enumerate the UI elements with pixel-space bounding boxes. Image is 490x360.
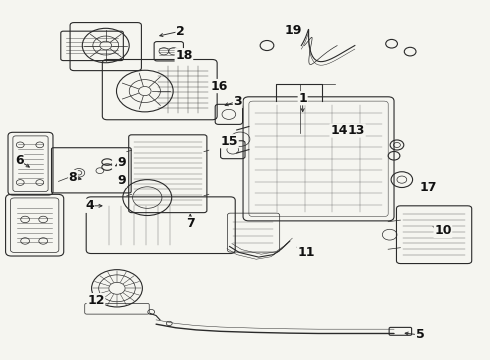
- Text: 19: 19: [284, 24, 301, 37]
- Text: 3: 3: [233, 95, 242, 108]
- Text: 12: 12: [87, 294, 105, 307]
- Text: 11: 11: [297, 246, 315, 259]
- Text: 2: 2: [176, 25, 185, 38]
- Text: 18: 18: [175, 49, 193, 62]
- Text: 9: 9: [118, 156, 126, 169]
- Text: 10: 10: [434, 224, 452, 238]
- Text: 1: 1: [298, 92, 307, 105]
- Text: 8: 8: [69, 171, 77, 184]
- Text: 9: 9: [118, 174, 126, 187]
- Text: 14: 14: [330, 124, 347, 137]
- Text: 6: 6: [15, 154, 24, 167]
- Text: 5: 5: [416, 328, 424, 341]
- Text: 7: 7: [186, 217, 195, 230]
- Text: 15: 15: [220, 135, 238, 148]
- Text: 17: 17: [419, 181, 437, 194]
- Text: 4: 4: [85, 199, 94, 212]
- Text: 16: 16: [211, 80, 228, 93]
- Text: 13: 13: [348, 124, 365, 137]
